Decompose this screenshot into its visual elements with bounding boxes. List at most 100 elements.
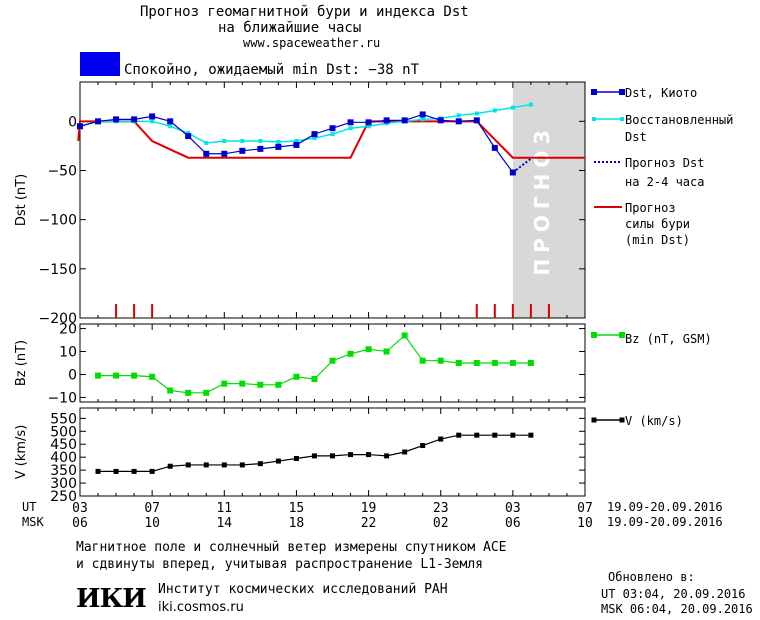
bz-point <box>329 357 336 364</box>
y-tick-label: 350 <box>50 463 77 479</box>
dst-kyoto-point <box>365 119 372 126</box>
v-point <box>402 449 408 455</box>
bz-point <box>455 360 462 366</box>
dst-kyoto-point <box>311 131 318 138</box>
dst-kyoto-point <box>401 117 408 124</box>
bz-point <box>95 372 102 379</box>
v-point <box>348 452 354 458</box>
bz-point <box>365 346 372 353</box>
bz-point <box>401 332 408 339</box>
ut-axis-label: UT <box>22 500 37 514</box>
msk-tick-label: 22 <box>361 516 377 531</box>
y-tick-label: 0 <box>68 114 77 130</box>
footer-note-line2: и сдвинуты вперед, учитывая распростране… <box>76 557 483 572</box>
v-point <box>438 436 444 442</box>
bz-point <box>149 373 156 380</box>
dst-kyoto-point <box>149 113 156 120</box>
bz-point <box>347 350 354 357</box>
v-point <box>456 432 462 438</box>
dst-kyoto-point <box>329 125 336 132</box>
legend-dst-label: Dst, Киото <box>625 86 697 100</box>
panel-frame <box>79 407 586 497</box>
bz-point <box>311 376 318 383</box>
y-tick-label: 400 <box>50 450 77 466</box>
dst-kyoto-point <box>221 150 228 157</box>
institute-site[interactable]: iki.cosmos.ru <box>158 600 244 615</box>
reconstructed-dst-point <box>366 124 371 129</box>
msk-tick-label: 10 <box>144 516 160 531</box>
legend-v-label: V (km/s) <box>625 414 683 428</box>
updated-ut: UT 03:04, 20.09.2016 <box>601 587 746 601</box>
v-point <box>257 461 263 467</box>
bz-point <box>275 381 282 388</box>
updated-msk: MSK 06:04, 20.09.2016 <box>601 602 753 616</box>
v-line <box>98 434 531 473</box>
ut-tick-label: 07 <box>577 501 593 516</box>
legend-reconstructed-marker <box>592 117 596 121</box>
v-point <box>311 453 317 459</box>
v-point <box>221 462 227 468</box>
reconstructed-dst-point <box>240 139 245 143</box>
dst-panel: ПРОГНОЗ 0 −50 −100 −150 −200 Dst (nT) <box>14 81 586 327</box>
ut-tick-label: 07 <box>144 501 160 516</box>
msk-axis-label: MSK <box>22 515 44 529</box>
v-point <box>167 463 173 469</box>
y-tick-label: −10 <box>47 390 77 406</box>
bz-point <box>203 389 210 396</box>
bz-panel: 20 10 0 −10 Bz (nT) <box>14 322 586 406</box>
v-point <box>149 468 155 474</box>
legend-dst-marker <box>619 89 625 95</box>
y-tick-label: 450 <box>50 437 77 453</box>
y-axis-label: Dst (nT) <box>14 174 29 226</box>
institute-name[interactable]: Институт космических исследований РАН <box>158 582 448 597</box>
dst-kyoto-point <box>113 116 120 123</box>
v-point <box>131 468 137 474</box>
v-point <box>203 462 209 468</box>
status-color-box <box>80 52 120 76</box>
y-axis-label: V (km/s) <box>14 425 29 480</box>
reconstructed-dst-point <box>168 124 173 129</box>
msk-date-range: 19.09-20.09.2016 <box>607 515 723 529</box>
bz-point <box>167 387 174 394</box>
y-tick-label: 250 <box>50 489 77 505</box>
legend-forecast-label: на 2-4 часа <box>625 175 704 189</box>
reconstructed-dst-point <box>492 108 497 113</box>
ut-tick-label: 11 <box>216 501 232 516</box>
dst-kyoto-point <box>455 118 462 125</box>
msk-tick-label: 18 <box>289 516 305 531</box>
v-point <box>510 432 516 438</box>
reconstructed-dst-point <box>222 139 227 143</box>
dst-kyoto-point <box>419 111 426 118</box>
reconstructed-dst-point <box>258 139 263 143</box>
reconstructed-dst-point <box>204 140 209 145</box>
y-tick-label: −150 <box>39 262 77 278</box>
dst-kyoto-point <box>383 117 390 124</box>
updated-label: Обновлено в: <box>608 570 695 584</box>
ut-tick-label: 03 <box>505 501 521 516</box>
dst-kyoto-point <box>473 117 480 124</box>
bz-point <box>419 357 426 364</box>
site-url: www.spaceweather.ru <box>243 36 381 50</box>
dst-kyoto-point <box>347 119 354 126</box>
y-axis-label: Bz (nT) <box>14 340 29 386</box>
legend-bz-marker <box>619 332 625 338</box>
dst-kyoto-point <box>293 141 300 148</box>
reconstructed-dst-point <box>150 119 155 124</box>
bz-line <box>98 334 531 394</box>
legend-reconstructed-label: Восстановленный <box>625 113 733 127</box>
reconstructed-dst-point <box>312 136 317 141</box>
v-point <box>420 443 426 449</box>
dst-kyoto-point <box>95 118 102 125</box>
bz-point <box>473 360 480 366</box>
v-point <box>239 462 245 468</box>
legend-storm-label: силы бури <box>625 217 690 231</box>
ut-date-range: 19.09-20.09.2016 <box>607 500 723 514</box>
ut-tick-label: 03 <box>72 501 88 516</box>
y-tick-label: 300 <box>50 476 77 492</box>
bz-point <box>491 360 498 366</box>
reconstructed-dst-point <box>528 102 533 107</box>
y-tick-label: 550 <box>50 411 77 427</box>
bz-point <box>527 360 534 366</box>
